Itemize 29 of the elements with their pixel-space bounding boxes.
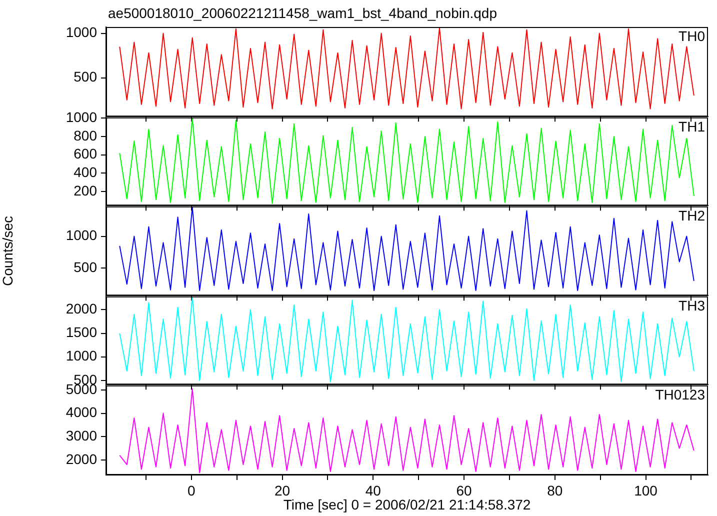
x-axis-title: Time [sec] 0 = 2006/02/21 21:14:58.372 [283,496,531,512]
x-tick-label: 100 [634,482,658,498]
y-tick-label: 2000 [66,300,98,317]
chart-title: ae500018010_20060221211458_wam1_bst_4band_nobin.qdp [108,4,498,21]
x-tick-label: 40 [365,482,382,498]
y-tick-label: 600 [74,146,98,162]
y-tick-label: 200 [74,182,98,198]
y-tick-label: 1500 [66,324,98,340]
y-tick-label: 1000 [66,109,98,126]
y-tick-label: 400 [74,164,98,180]
series-label: TH1 [678,118,706,134]
y-tick-label: 1000 [66,348,98,364]
series-label: TH0123 [655,386,706,402]
y-tick-label: 3000 [66,427,98,444]
x-tick-label: 0 [188,482,196,498]
y-tick-label: 800 [74,127,98,144]
series-label: TH2 [678,207,706,224]
series-label: TH3 [678,297,706,314]
y-tick-label: 500 [74,259,98,276]
y-tick-label: 1000 [66,24,98,40]
y-tick-label: 4000 [66,404,98,420]
x-tick-label: 20 [274,482,290,498]
y-tick-label: 1000 [66,227,98,244]
series-label: TH0 [678,28,706,44]
y-axis-title: Counts/sec [0,216,16,286]
y-tick-label: 2000 [66,450,98,467]
x-tick-label: 80 [547,482,563,498]
y-tick-label: 500 [74,68,98,85]
x-tick-label: 60 [456,482,472,498]
